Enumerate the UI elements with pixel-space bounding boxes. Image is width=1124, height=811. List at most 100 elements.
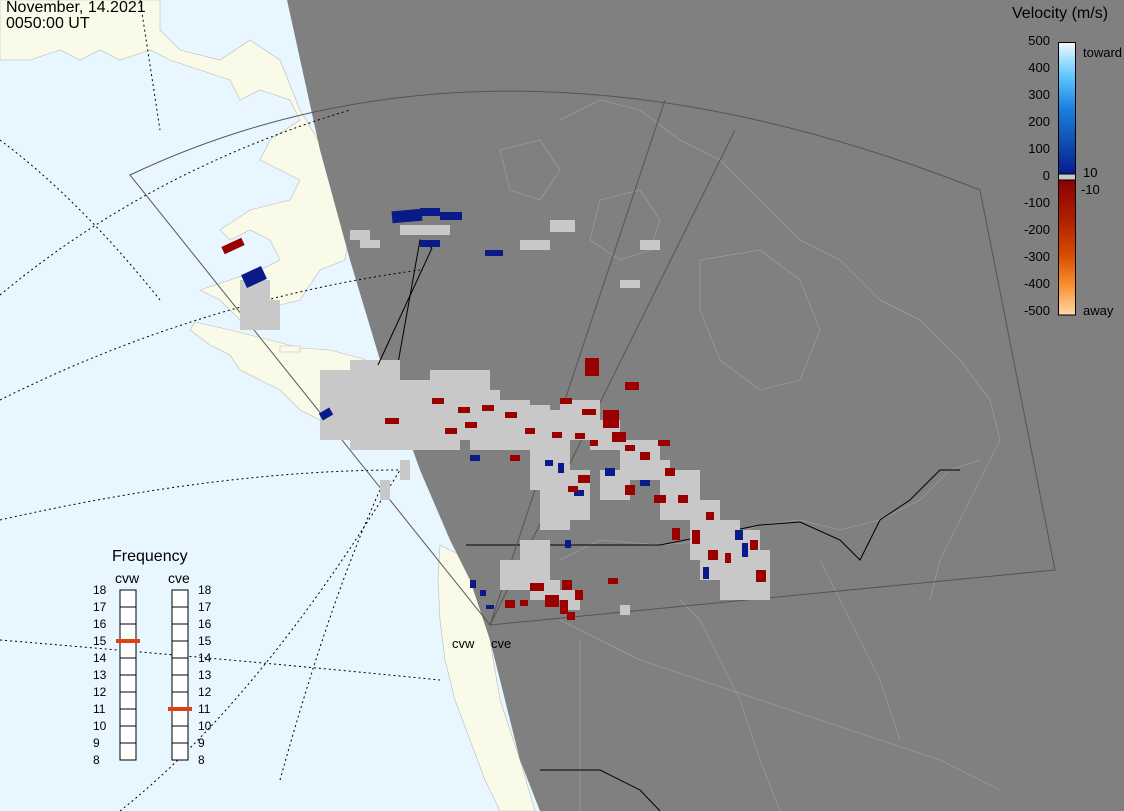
away-velocity-cell [567,612,575,620]
away-velocity-cell [678,495,688,503]
away-velocity-cell [510,455,520,461]
radar-beam-line [377,247,433,366]
away-velocity-cell [575,590,583,600]
freq-tick: 17 [198,600,212,614]
freq-tick: 14 [93,651,107,665]
tick-plus-10: 10 [1083,165,1098,180]
away-velocity-cell [654,495,666,503]
away-velocity-cell [625,445,635,451]
toward-velocity-cell [486,605,494,609]
away-velocity-cell [640,452,650,460]
toward-velocity-cell [605,468,615,476]
away-velocity-cell [658,440,670,446]
freq-tick: 9 [93,736,100,750]
toward-velocity-cell [742,543,748,557]
velocity-tick: 500 [1028,33,1050,48]
velocity-tick: -300 [1023,249,1050,264]
velocity-tick: -500 [1023,303,1050,318]
ground-scatter-cell [380,480,390,500]
away-velocity-cell [625,382,639,390]
away-velocity-cell [560,600,568,614]
freq-tick: 8 [93,753,100,767]
velocity-tick: 400 [1028,60,1050,75]
away-velocity-cell [706,512,714,520]
away-velocity-cell [445,428,457,434]
velocity-cells [221,208,766,620]
toward-velocity-cell [318,407,334,421]
toward-velocity-cell [470,455,480,461]
ground-scatter-cell [360,240,380,248]
away-velocity-cell [505,412,517,418]
geo-grid [0,0,441,811]
toward-velocity-cell [440,212,462,220]
freq-tick: 18 [93,583,107,597]
away-velocity-cell [578,475,590,483]
velocity-tick: 0 [1042,168,1050,183]
toward-velocity-cell [558,463,564,473]
toward-velocity-cell [241,266,267,288]
ground-scatter-cell [350,230,370,240]
freq-tick: 9 [198,736,205,750]
away-velocity-cell [608,578,618,584]
velocity-tick: -200 [1023,222,1050,237]
toward-velocity-cell [485,250,503,256]
ground-scatter-cell [550,220,575,232]
away-velocity-cell [465,422,477,428]
freq-radar-cve: cve [168,570,190,586]
toward-label: toward [1083,45,1123,60]
velocity-scale-title: Velocity (m/s) [1012,5,1109,22]
away-velocity-cell [603,410,619,428]
toward-velocity-cell [545,460,553,466]
away-velocity-cell [582,409,596,415]
freq-tick: 8 [198,753,205,767]
freq-tick: 13 [93,668,107,682]
away-velocity-cell [221,237,245,255]
velocity-colorbar [1058,42,1076,316]
away-velocity-cell [708,550,718,560]
ground-scatter-cell [460,430,490,440]
away-velocity-cell [560,398,572,404]
velocity-tick: 100 [1028,141,1050,156]
toward-velocity-cell [420,240,440,247]
site-label-cve: cve [491,636,512,651]
ground-scatter-cell [620,605,630,615]
toward-velocity-cell [703,567,709,579]
velocity-tick: -400 [1023,276,1050,291]
away-velocity-cell [552,432,562,438]
freq-tick: 18 [198,583,212,597]
freq-tick: 13 [198,668,212,682]
ground-scatter-cell [640,240,660,250]
away-velocity-cell [725,553,731,563]
toward-velocity-cell [470,580,476,588]
away-velocity-cell [458,407,470,413]
away-velocity-cell [590,440,598,446]
away-velocity-cell [530,583,544,591]
away-velocity-cell [525,428,535,434]
freq-tick: 15 [198,634,212,648]
away-velocity-cell [432,398,444,404]
away-label: away [1083,303,1114,318]
freq-tick: 11 [198,702,211,716]
frequency-ladders [116,589,192,761]
freq-tick: 11 [93,702,106,716]
freq-tick: 12 [198,685,212,699]
velocity-tick: 200 [1028,114,1050,129]
freq-tick: 12 [93,685,107,699]
freq-tick: 16 [198,617,212,631]
freq-radar-cvw: cvw [115,570,140,586]
away-velocity-cell [665,468,675,476]
toward-velocity-cell [420,208,440,216]
toward-velocity-cell [480,590,486,596]
freq-tick: 15 [93,634,107,648]
freq-tick: 10 [198,719,212,733]
ground-scatter-cell [400,225,450,235]
away-velocity-cell [562,580,572,590]
away-velocity-cell [692,530,700,544]
site-label-cvw: cvw [452,636,475,651]
freq-tick: 17 [93,600,107,614]
ground-scatter-cell [260,300,280,330]
away-velocity-cell [672,528,680,540]
away-velocity-cell [756,570,766,582]
toward-velocity-cell [640,480,650,486]
